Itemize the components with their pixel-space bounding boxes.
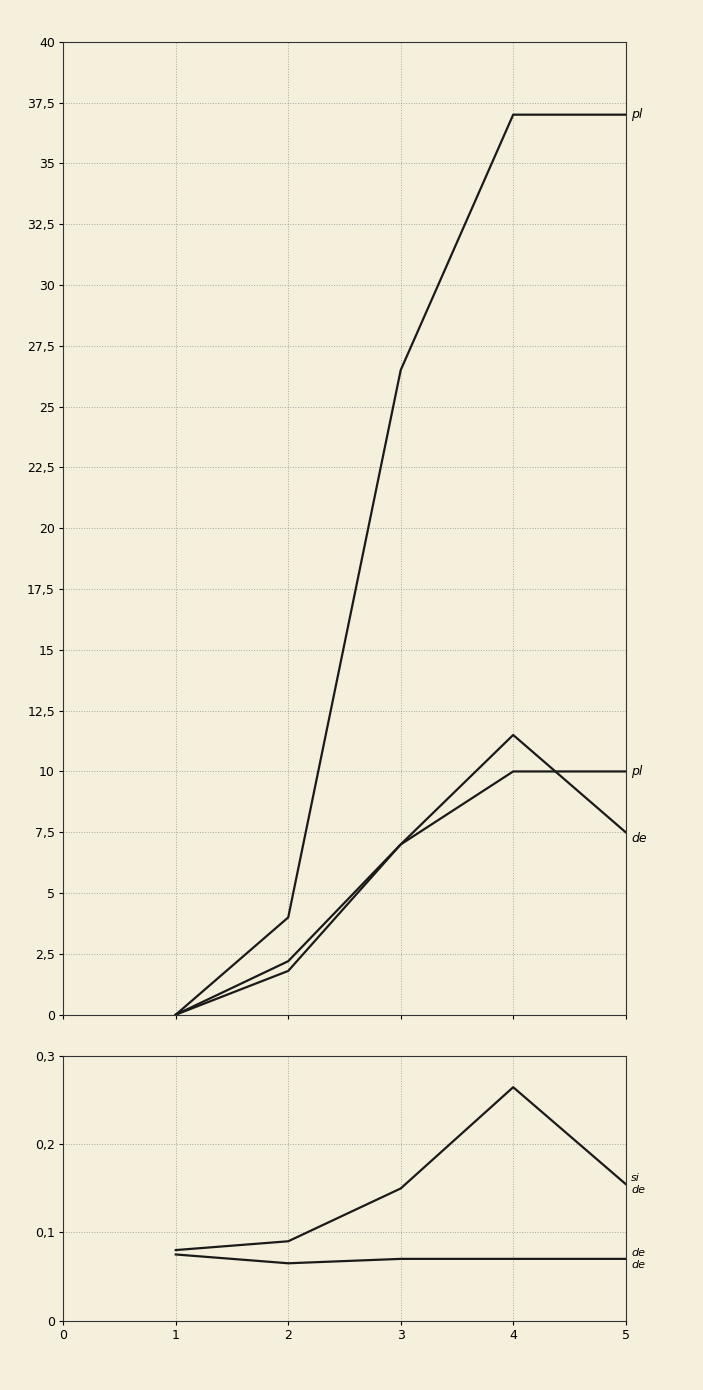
- Text: pl: pl: [631, 108, 643, 121]
- Text: de
de: de de: [631, 1248, 645, 1269]
- Text: si
de: si de: [631, 1173, 645, 1195]
- Text: de: de: [631, 833, 647, 845]
- Text: pl: pl: [631, 765, 643, 778]
